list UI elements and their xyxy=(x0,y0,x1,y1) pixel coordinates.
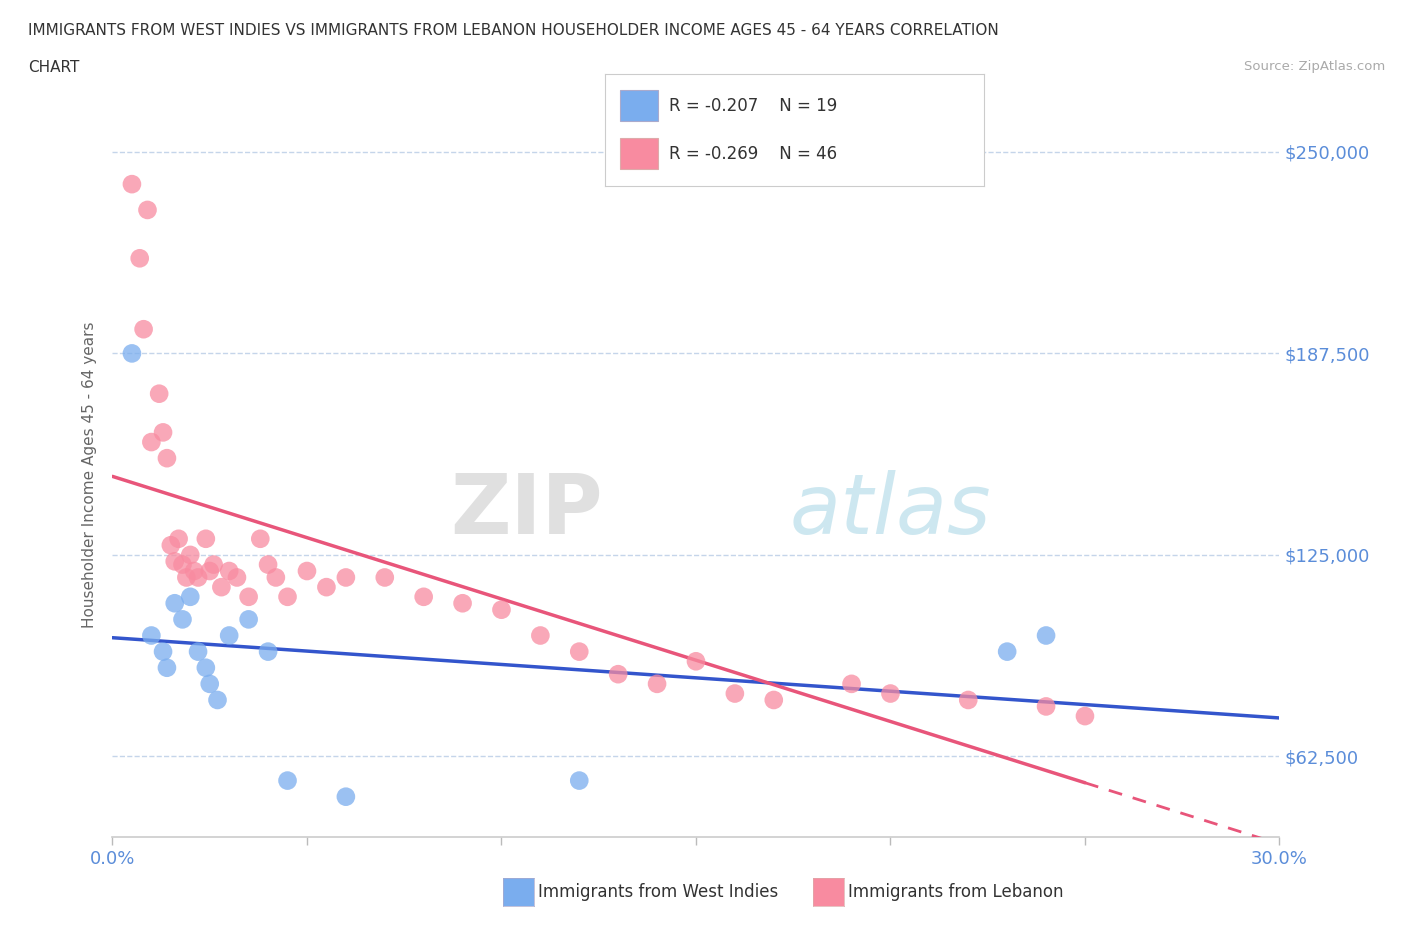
Point xyxy=(141,628,163,643)
Point xyxy=(276,590,298,604)
Point xyxy=(198,564,221,578)
Point xyxy=(128,251,150,266)
Point xyxy=(172,612,194,627)
Point xyxy=(209,579,232,594)
Point xyxy=(276,773,298,788)
Text: Immigrants from Lebanon: Immigrants from Lebanon xyxy=(848,883,1063,901)
Text: Source: ZipAtlas.com: Source: ZipAtlas.com xyxy=(1244,60,1385,73)
Point xyxy=(141,434,163,449)
Point xyxy=(183,564,205,578)
Point xyxy=(957,693,980,708)
Point xyxy=(995,644,1018,659)
Point xyxy=(238,590,260,604)
Point xyxy=(152,425,174,440)
Point xyxy=(156,660,179,675)
Point xyxy=(762,693,785,708)
Point xyxy=(335,790,357,804)
Point xyxy=(645,676,668,691)
Point xyxy=(121,177,143,192)
Bar xyxy=(620,138,658,169)
Point xyxy=(568,773,591,788)
Point xyxy=(156,451,179,466)
Point xyxy=(315,579,337,594)
Point xyxy=(264,570,287,585)
Point xyxy=(198,676,221,691)
Point xyxy=(160,538,183,552)
Point xyxy=(295,564,318,578)
Point xyxy=(1074,709,1097,724)
Point xyxy=(374,570,396,585)
Point xyxy=(724,686,747,701)
Point xyxy=(1035,628,1057,643)
Point xyxy=(335,570,357,585)
Point xyxy=(194,531,217,546)
Point xyxy=(226,570,249,585)
Point xyxy=(257,557,280,572)
Point xyxy=(202,557,225,572)
Point xyxy=(187,570,209,585)
Point xyxy=(607,667,630,682)
Point xyxy=(841,676,863,691)
Text: IMMIGRANTS FROM WEST INDIES VS IMMIGRANTS FROM LEBANON HOUSEHOLDER INCOME AGES 4: IMMIGRANTS FROM WEST INDIES VS IMMIGRANT… xyxy=(28,23,998,38)
Text: ZIP: ZIP xyxy=(450,470,603,551)
Point xyxy=(163,596,186,611)
Point xyxy=(491,603,513,618)
Point xyxy=(179,548,201,563)
Point xyxy=(179,590,201,604)
Point xyxy=(152,644,174,659)
Point xyxy=(257,644,280,659)
Point xyxy=(167,531,190,546)
Point xyxy=(121,346,143,361)
Point xyxy=(218,564,240,578)
Point xyxy=(685,654,707,669)
Text: atlas: atlas xyxy=(789,470,991,551)
Point xyxy=(176,570,198,585)
Text: R = -0.207    N = 19: R = -0.207 N = 19 xyxy=(669,97,838,114)
Point xyxy=(172,557,194,572)
Text: Immigrants from West Indies: Immigrants from West Indies xyxy=(538,883,779,901)
Point xyxy=(568,644,591,659)
Point xyxy=(451,596,474,611)
Point xyxy=(194,660,217,675)
Point xyxy=(132,322,155,337)
Point xyxy=(529,628,551,643)
Text: R = -0.269    N = 46: R = -0.269 N = 46 xyxy=(669,145,837,163)
Point xyxy=(136,203,159,218)
Point xyxy=(148,386,170,401)
Point xyxy=(218,628,240,643)
Y-axis label: Householder Income Ages 45 - 64 years: Householder Income Ages 45 - 64 years xyxy=(82,321,97,628)
Point xyxy=(1035,699,1057,714)
Point xyxy=(879,686,901,701)
Point xyxy=(207,693,229,708)
Point xyxy=(163,554,186,569)
Text: CHART: CHART xyxy=(28,60,80,75)
Point xyxy=(249,531,271,546)
Bar xyxy=(620,90,658,121)
Point xyxy=(187,644,209,659)
Point xyxy=(412,590,434,604)
Point xyxy=(238,612,260,627)
